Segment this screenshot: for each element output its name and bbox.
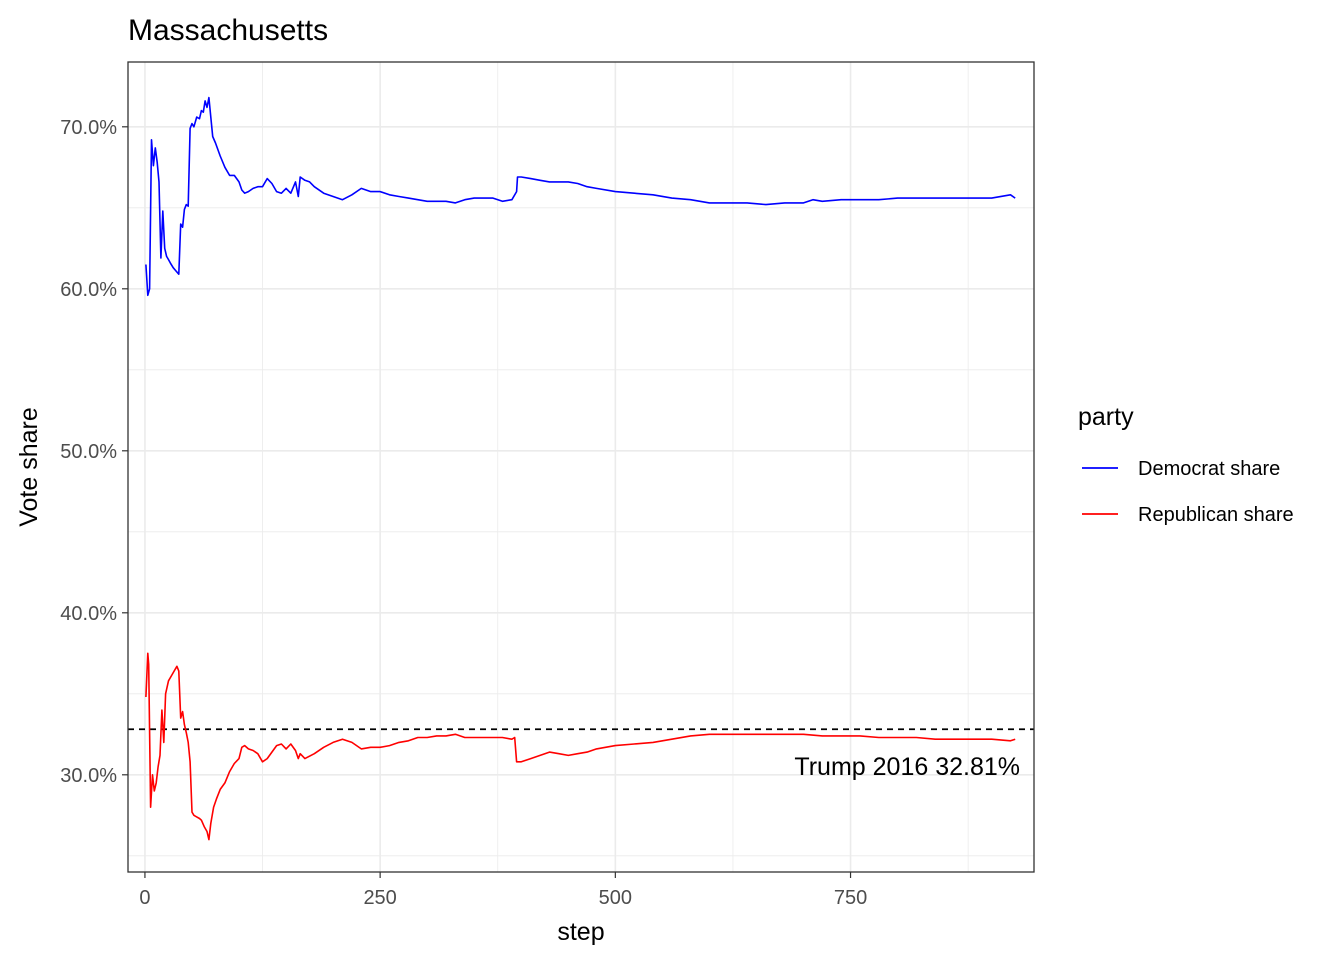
legend-label: Democrat share: [1138, 458, 1280, 480]
legend-label: Republican share: [1138, 504, 1294, 526]
x-axis: 0 250 500 750: [139, 872, 867, 909]
legend-title: party: [1078, 403, 1134, 431]
y-axis-title: Vote share: [15, 407, 43, 527]
chart-title: Massachusetts: [128, 14, 328, 47]
x-tick-label: 750: [834, 887, 867, 909]
x-tick-label: 500: [599, 887, 632, 909]
y-tick-label: 50.0%: [60, 441, 117, 463]
x-axis-title: step: [557, 918, 604, 946]
legend-items: Democrat share Republican share: [1082, 458, 1294, 526]
y-tick-label: 40.0%: [60, 603, 117, 625]
y-tick-label: 70.0%: [60, 117, 117, 139]
y-tick-label: 30.0%: [60, 765, 117, 787]
y-tick-label: 60.0%: [60, 279, 117, 301]
x-tick-label: 0: [139, 887, 150, 909]
reference-line-label: Trump 2016 32.81%: [794, 753, 1020, 781]
series-line-republican-share: [145, 652, 1016, 841]
x-tick-label: 250: [363, 887, 396, 909]
series-line-democrat-share: [145, 96, 1016, 297]
series-layer: [145, 96, 1016, 841]
panel-border: [127, 61, 1035, 873]
y-axis: 30.0% 40.0% 50.0% 60.0% 70.0%: [60, 117, 128, 787]
legend: party Democrat share Republican share: [1078, 403, 1294, 526]
grid: [128, 62, 1034, 872]
